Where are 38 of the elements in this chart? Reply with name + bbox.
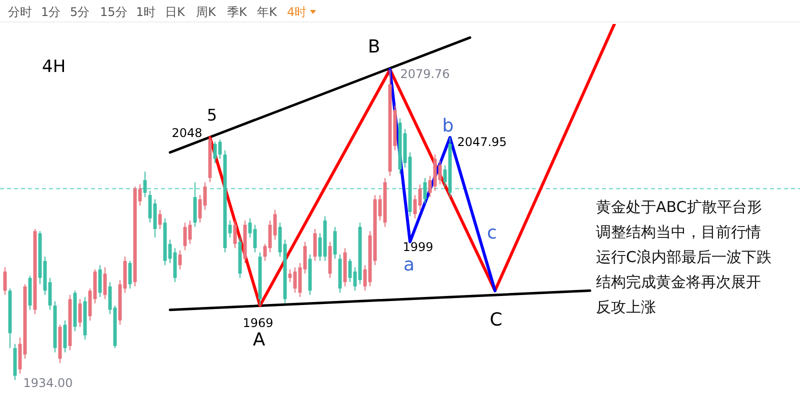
candlestick — [78, 298, 82, 328]
candlestick — [423, 177, 427, 204]
text: B — [368, 36, 380, 58]
text: 日K — [165, 5, 186, 19]
annotation: c — [487, 222, 497, 244]
text: 周K — [196, 5, 217, 19]
annotation: 2079.76 — [400, 67, 450, 81]
annotation: a — [403, 254, 415, 276]
candlestick — [313, 228, 317, 262]
candlestick — [3, 266, 7, 296]
text: 季K — [227, 5, 248, 19]
annotation: 5 — [206, 106, 218, 124]
text: 4时 — [287, 5, 307, 19]
annotation: 1969 — [242, 316, 274, 330]
annotation: C — [490, 310, 502, 330]
text: 5分 — [70, 5, 90, 19]
annotation: 2047.95 — [457, 135, 507, 149]
annotation: A — [252, 330, 266, 350]
candlestick — [63, 320, 67, 353]
annotation: 黄金处于ABC扩散平台形调整结构当中，目前行情运行C浪内部最后一波下跌结构完成黄金将再次展开反攻上涨 — [596, 197, 772, 318]
annotation: 1999 — [402, 240, 434, 254]
candlestick — [233, 220, 237, 249]
text: 1分 — [41, 5, 61, 19]
candlestick — [98, 264, 102, 298]
candlestick — [333, 226, 337, 260]
candlestick — [143, 171, 147, 198]
candlestick — [128, 260, 132, 290]
text: 1时 — [136, 5, 156, 19]
text: 年K — [257, 5, 278, 19]
annotation: 4H — [42, 57, 66, 77]
text: 分时 — [8, 5, 32, 19]
annotation: 1934.00 — [23, 376, 73, 390]
text: 15分 — [100, 5, 128, 19]
annotation: b — [442, 116, 454, 136]
candlestick — [103, 266, 107, 300]
candlestick — [178, 250, 182, 270]
candlestick — [158, 209, 162, 230]
annotation: 2048 — [172, 126, 202, 140]
